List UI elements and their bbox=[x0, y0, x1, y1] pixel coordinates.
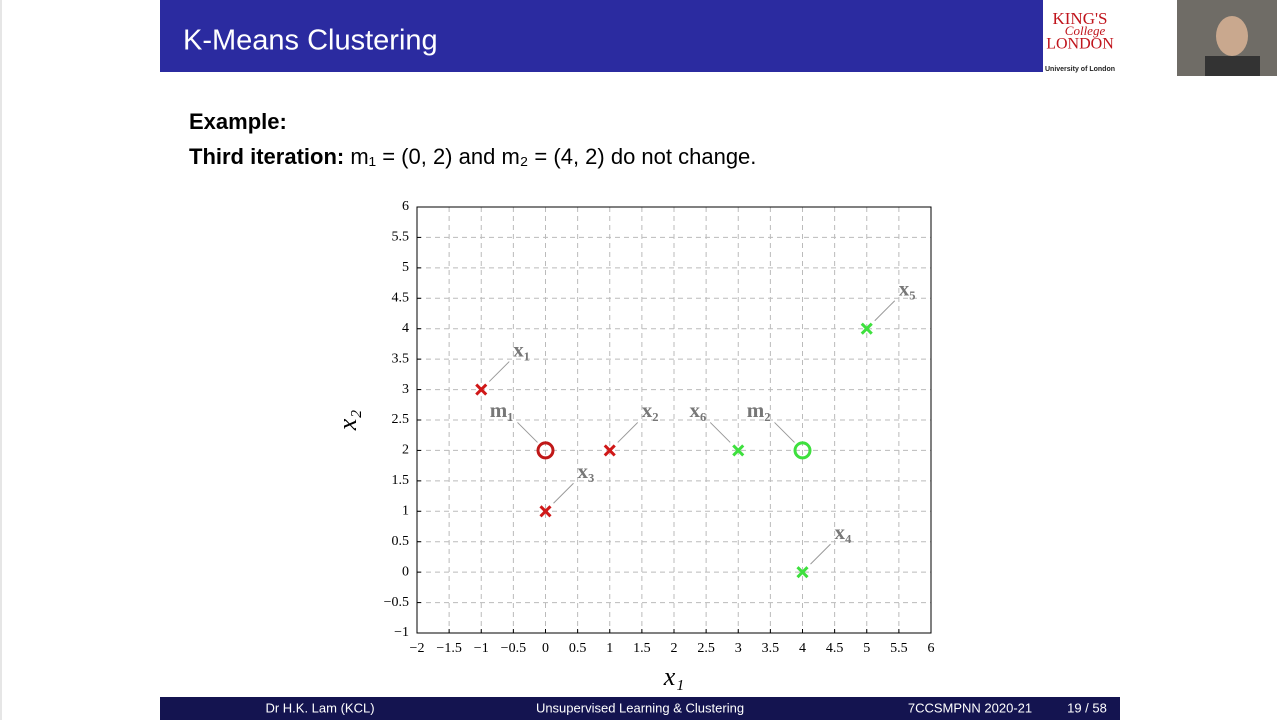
point bbox=[860, 322, 873, 335]
point-label: x₅ bbox=[899, 277, 916, 301]
y-tick-label: 3 bbox=[402, 382, 409, 397]
leader-line bbox=[517, 422, 538, 443]
y-tick-label: −1 bbox=[394, 625, 409, 640]
footer-author: Dr H.K. Lam (KCL) bbox=[265, 700, 374, 715]
iteration-label: Third iteration: bbox=[189, 144, 344, 169]
x-tick-label: −1 bbox=[474, 641, 489, 656]
y-tick-label: 1 bbox=[402, 504, 409, 519]
leader-line bbox=[709, 422, 731, 443]
plot-frame bbox=[416, 206, 932, 634]
x-tick-label: 2.5 bbox=[697, 641, 715, 656]
y-tick-label: 4 bbox=[402, 321, 409, 336]
y-tick-label: 2 bbox=[402, 443, 409, 458]
y-tick-label: 0 bbox=[402, 564, 409, 579]
leader-line bbox=[617, 422, 639, 443]
leader-line bbox=[553, 482, 574, 504]
logo-line: College bbox=[1065, 23, 1106, 38]
y-tick-label: 3.5 bbox=[392, 351, 410, 366]
leader-line bbox=[488, 361, 510, 382]
x-tick-label: −1.5 bbox=[436, 641, 461, 656]
point bbox=[732, 444, 745, 457]
y-tick-label: 5.5 bbox=[392, 230, 410, 245]
footer-bar bbox=[160, 697, 1120, 720]
footer-topic: Unsupervised Learning & Clustering bbox=[536, 700, 744, 715]
x-axis-label: x₁ bbox=[663, 662, 685, 691]
header-bar bbox=[160, 0, 1043, 72]
x-tick-label: −2 bbox=[410, 641, 425, 656]
y-tick-label: 6 bbox=[402, 199, 409, 214]
point bbox=[796, 566, 809, 579]
footer-course: 7CCSMPNN 2020-21 bbox=[908, 700, 1032, 715]
leader-line bbox=[810, 543, 831, 565]
x-tick-label: 5.5 bbox=[890, 641, 908, 656]
webcam-face bbox=[1216, 16, 1248, 56]
y-tick-label: 0.5 bbox=[392, 534, 410, 549]
logo-line: KING'S bbox=[1052, 9, 1107, 28]
x-tick-label: 4 bbox=[799, 641, 806, 656]
x-tick-label: 5 bbox=[863, 641, 870, 656]
x-tick-label: 4.5 bbox=[826, 641, 844, 656]
x-tick-label: 0.5 bbox=[569, 641, 587, 656]
footer-page: 19 / 58 bbox=[1067, 700, 1107, 715]
y-tick-label: 2.5 bbox=[392, 412, 410, 427]
point-label: x₁ bbox=[513, 337, 530, 361]
point-label: x₂ bbox=[642, 398, 659, 422]
y-tick-label: 4.5 bbox=[392, 291, 410, 306]
x-tick-label: 2 bbox=[671, 641, 678, 656]
point-label: m₂ bbox=[747, 398, 771, 422]
x-tick-label: 1.5 bbox=[633, 641, 651, 656]
y-tick-label: 5 bbox=[402, 260, 409, 275]
point bbox=[539, 505, 552, 518]
iteration-text: m₁ = (0, 2) and m₂ = (4, 2) do not chang… bbox=[350, 144, 756, 169]
x-tick-label: −0.5 bbox=[501, 641, 526, 656]
heading: Example: bbox=[189, 109, 287, 134]
webcam-body bbox=[1205, 56, 1260, 76]
centroid bbox=[793, 441, 812, 460]
plot: −2 −1.5 −1 −0.5 0 0.5 1 1.5 2 2.5 3 3.5 4 4.5 5 5.5 6−1−… bbox=[333, 199, 935, 691]
y-axis-label: x₂ bbox=[333, 410, 362, 432]
x-tick-label: 1 bbox=[606, 641, 613, 656]
point-label: m₁ bbox=[490, 398, 514, 422]
iteration-line: Third iteration: m₁ = (0, 2) and m₂ = (4… bbox=[189, 144, 756, 169]
point bbox=[603, 444, 616, 457]
x-tick-label: 0 bbox=[542, 641, 549, 656]
point-label: x₃ bbox=[578, 459, 595, 483]
x-tick-label: 3 bbox=[735, 641, 742, 656]
point-label: x₄ bbox=[835, 520, 853, 544]
slide-title: K-Means Clustering bbox=[183, 25, 438, 57]
x-tick-label: 3.5 bbox=[762, 641, 780, 656]
logo-line: LONDON bbox=[1046, 36, 1114, 53]
y-tick-label: −0.5 bbox=[384, 595, 409, 610]
point bbox=[475, 383, 488, 396]
y-tick-label: 1.5 bbox=[392, 473, 410, 488]
centroid bbox=[536, 441, 555, 460]
x-tick-label: 6 bbox=[928, 641, 935, 656]
leader-line bbox=[874, 300, 896, 322]
leader-line bbox=[774, 422, 795, 443]
logo-sub: University of London bbox=[1045, 66, 1115, 73]
point-label: x₆ bbox=[689, 398, 706, 422]
